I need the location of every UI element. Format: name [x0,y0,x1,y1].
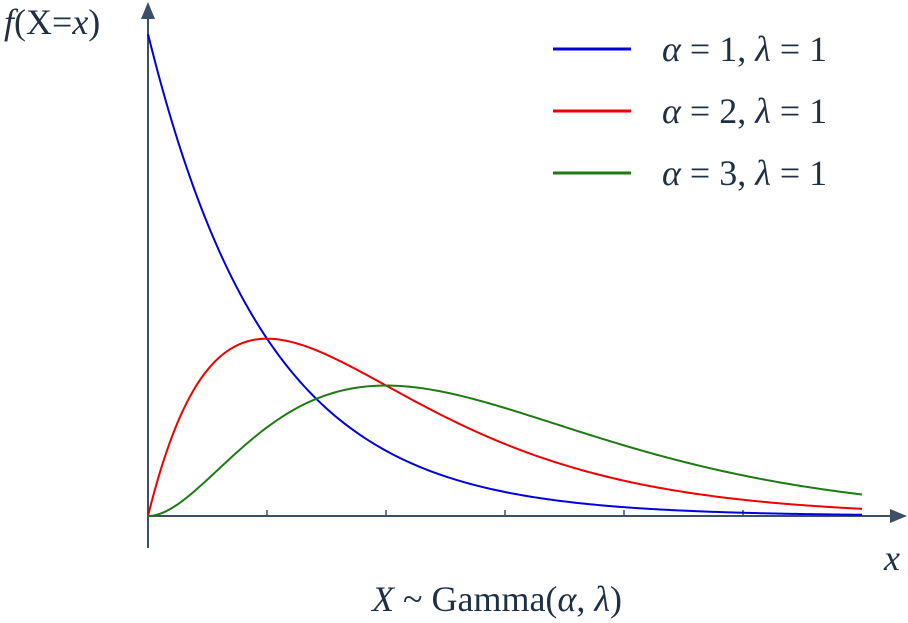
x-axis-arrow [890,509,907,523]
legend-item-series-3: α = 3, λ = 1 [553,153,827,193]
legend-label-series-2: α = 2, λ = 1 [662,91,827,131]
x-axis-label: x [883,538,900,578]
legend-item-series-1: α = 1, λ = 1 [553,29,827,69]
series-line-2 [147,337,863,517]
series-curves [147,33,863,517]
axes [141,2,907,548]
legend: α = 1, λ = 1 α = 2, λ = 1 α = 3, λ = 1 [553,29,827,193]
legend-item-series-2: α = 2, λ = 1 [553,91,827,131]
legend-label-series-1: α = 1, λ = 1 [662,29,827,69]
legend-label-series-3: α = 3, λ = 1 [662,153,827,193]
y-axis-arrow [141,2,155,19]
y-axis-label: f(X=x) [4,2,100,42]
series-line-3 [147,384,863,517]
chart-caption: X ~ Gamma(α, λ) [370,579,622,619]
